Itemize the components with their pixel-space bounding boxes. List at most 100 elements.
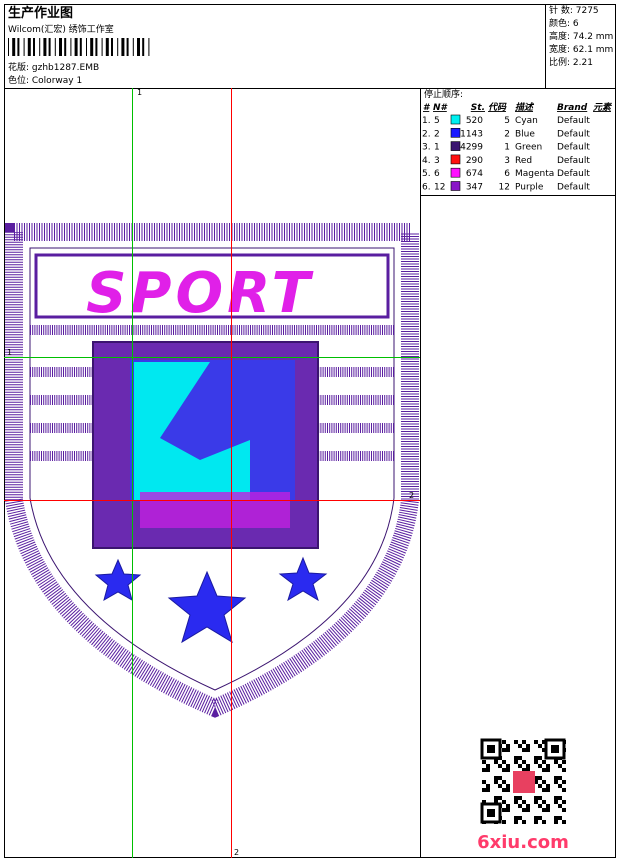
description: Cyan	[515, 116, 538, 126]
brand: Default	[557, 129, 590, 139]
qr-cell	[482, 760, 486, 764]
qr-cell	[542, 808, 546, 812]
qr-cell	[542, 780, 546, 784]
qr-cell	[522, 768, 526, 772]
qr-cell	[518, 756, 522, 760]
embroidery-design: SPORT	[5, 223, 419, 718]
guide-label: 2	[409, 491, 414, 500]
qr-cell	[506, 788, 510, 792]
qr-cell	[554, 796, 558, 800]
qr-cell	[498, 784, 502, 788]
qr-cell	[494, 776, 498, 780]
stitches: 4299	[460, 143, 483, 153]
row-index: 5.	[422, 169, 431, 179]
bar-stripe	[137, 38, 140, 56]
guide-label: 1	[7, 348, 12, 357]
qr-cell	[562, 808, 566, 812]
bar-stripe	[101, 38, 103, 56]
brand: Default	[557, 169, 590, 179]
qr-cell	[482, 800, 486, 804]
needle: 2	[434, 129, 440, 139]
qr-cell	[558, 764, 562, 768]
color-swatch	[450, 114, 461, 125]
qr-cell	[534, 756, 538, 760]
qr-cell	[486, 784, 490, 788]
qr-cell	[546, 784, 550, 788]
qr-cell	[538, 756, 542, 760]
qr-cell	[534, 780, 538, 784]
qr-cell	[506, 764, 510, 768]
info-item: 高度: 74.2 mm	[549, 30, 613, 42]
qr-cell	[514, 796, 518, 800]
design-file: 花版: gzhb1287.EMB	[8, 61, 99, 73]
qr-finder	[487, 745, 495, 753]
stitches: 520	[466, 116, 483, 126]
border	[4, 4, 616, 858]
qr-cell	[502, 788, 506, 792]
qr-cell	[534, 776, 538, 780]
qr-cell	[534, 796, 538, 800]
qr-cell	[526, 804, 530, 808]
qr-cell	[538, 804, 542, 808]
qr-cell	[542, 740, 546, 744]
qr-cell	[558, 804, 562, 808]
qr-logo	[513, 771, 535, 793]
row-index: 3.	[422, 143, 431, 153]
qr-cell	[534, 740, 538, 744]
bar-stripe	[126, 38, 129, 56]
row-index: 4.	[422, 156, 431, 166]
design-text: SPORT	[86, 261, 314, 326]
qr-cell	[546, 788, 550, 792]
qr-cell	[526, 764, 530, 768]
qr-cell	[518, 796, 522, 800]
qr-cell	[538, 784, 542, 788]
colorway: 色位: Colorway 1	[8, 74, 82, 86]
needle: 1	[434, 143, 440, 153]
qr-cell	[506, 748, 510, 752]
code: 6	[504, 169, 510, 179]
qr-cell	[498, 796, 502, 800]
info-item: 比例: 2.21	[549, 56, 593, 68]
qr-cell	[542, 768, 546, 772]
bar-stripe	[23, 38, 25, 56]
qr-code	[480, 738, 566, 824]
brand: Default	[557, 143, 590, 153]
stitches: 1143	[460, 129, 483, 139]
qr-cell	[506, 744, 510, 748]
qr-finder	[487, 809, 495, 817]
qr-cell	[562, 800, 566, 804]
bar-stripe	[117, 38, 119, 56]
qr-cell	[498, 776, 502, 780]
code: 5	[504, 116, 510, 126]
bar-stripe	[48, 38, 51, 56]
qr-cell	[542, 788, 546, 792]
color-swatch	[450, 167, 461, 178]
qr-cell	[482, 780, 486, 784]
bar-stripe	[39, 38, 41, 56]
qr-cell	[522, 820, 526, 824]
qr-cell	[486, 768, 490, 772]
qr-cell	[502, 808, 506, 812]
bar-stripe	[86, 38, 87, 56]
qr-cell	[558, 816, 562, 820]
qr-cell	[518, 804, 522, 808]
qr-cell	[518, 764, 522, 768]
qr-cell	[546, 808, 550, 812]
column-header: #	[423, 103, 431, 113]
color-swatch	[450, 181, 461, 191]
bar-stripe	[148, 38, 150, 56]
stop-title: 停止顺序:	[424, 88, 463, 100]
barcode	[8, 38, 150, 56]
bar-stripe	[79, 38, 82, 56]
qr-cell	[498, 764, 502, 768]
needle: 3	[434, 156, 440, 166]
qr-cell	[534, 816, 538, 820]
qr-cell	[538, 816, 542, 820]
title: 生产作业图	[8, 5, 73, 21]
stitches: 674	[466, 169, 483, 179]
code: 12	[499, 183, 510, 193]
qr-cell	[542, 760, 546, 764]
qr-cell	[562, 820, 566, 824]
bar-stripe	[90, 38, 94, 56]
